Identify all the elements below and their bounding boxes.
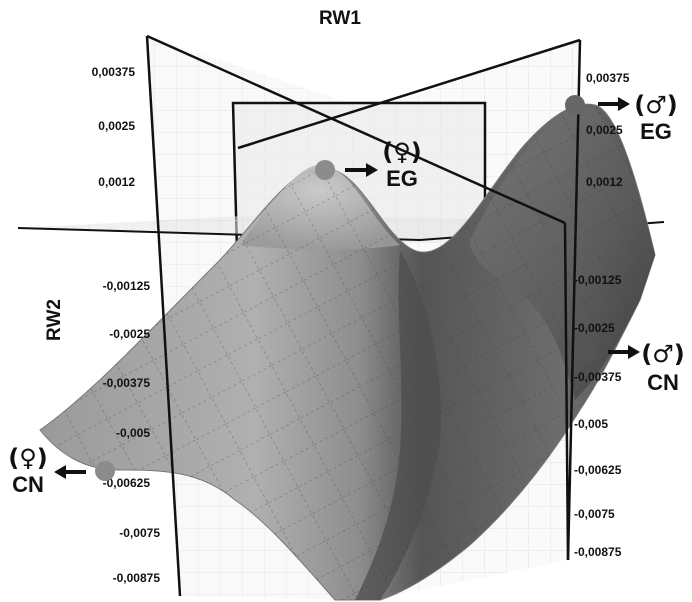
group-label: CN — [647, 370, 679, 395]
left-tick-label: -0,0075 — [119, 526, 160, 540]
group-label: EG — [386, 166, 418, 191]
left-tick-label: -0,005 — [116, 426, 150, 440]
left-tick-label: -0,0025 — [109, 327, 150, 341]
marker-dot — [315, 160, 335, 180]
morphospace-surface — [39, 103, 656, 601]
left-tick-label: -0,00875 — [113, 571, 161, 585]
marker-dot — [565, 95, 585, 115]
plane-frame-lines — [145, 34, 582, 597]
y-axis-title: RW2 — [44, 299, 65, 341]
right-tick-labels: 0,00375 0,0025 0,0012 -0,00125 -0,0025 -… — [574, 71, 630, 559]
left-tick-label: 0,0012 — [98, 175, 135, 189]
x-axis-title: RW1 — [319, 8, 361, 29]
left-tick-label: 0,00375 — [92, 65, 136, 79]
arrow-head-icon — [54, 465, 66, 479]
group-label: EG — [640, 119, 672, 144]
left-tick-label: -0,00125 — [103, 279, 151, 293]
marker-female-eg: (♀) EG — [315, 138, 422, 191]
right-tick-label: -0,00125 — [574, 273, 622, 287]
right-tick-label: -0,00375 — [574, 370, 622, 384]
arrow-head-icon — [618, 97, 630, 111]
right-tick-label: -0,0075 — [574, 507, 615, 521]
arrow-head-icon — [628, 345, 640, 359]
right-tick-label: 0,0025 — [586, 123, 623, 137]
group-label: CN — [12, 472, 44, 497]
left-tick-label: 0,0025 — [98, 119, 135, 133]
right-tick-label: -0,00625 — [574, 463, 622, 477]
symbol-male: (♂) — [641, 340, 684, 368]
left-tick-label: -0,00375 — [103, 376, 151, 390]
left-tick-label: -0,00625 — [103, 476, 151, 490]
marker-dot — [578, 342, 598, 362]
right-tick-label: -0,00875 — [574, 545, 622, 559]
right-tick-label: 0,0012 — [586, 175, 623, 189]
symbol-female: (♀) — [8, 444, 48, 472]
symbol-female: (♀) — [382, 138, 422, 166]
symbol-male: (♂) — [634, 91, 677, 119]
marker-female-cn: (♀) CN — [8, 444, 115, 497]
left-tick-labels: 0,00375 0,0025 0,0012 -0,00125 -0,0025 -… — [92, 65, 161, 585]
right-tick-label: -0,005 — [574, 417, 608, 431]
marker-male-cn: (♂) CN — [578, 340, 685, 395]
right-tick-label: 0,00375 — [586, 71, 630, 85]
marker-dot — [95, 461, 115, 481]
marker-male-eg: (♂) EG — [565, 91, 678, 144]
right-tick-label: -0,0025 — [574, 321, 615, 335]
arrow-head-icon — [366, 163, 378, 177]
